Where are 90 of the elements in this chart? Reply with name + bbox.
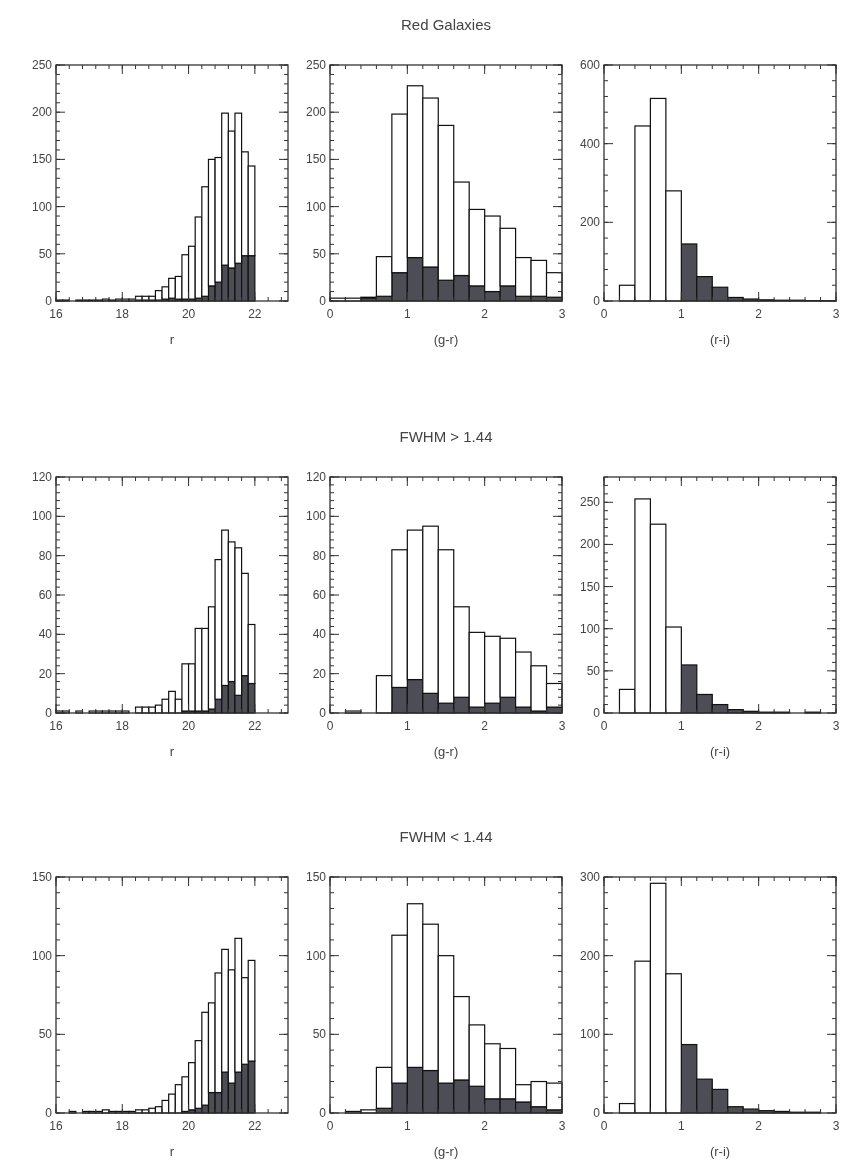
y-tick-label: 50	[312, 1027, 327, 1042]
y-tick-label: 0	[593, 294, 601, 308]
y-tick-label: 100	[305, 509, 327, 524]
y-tick-label: 20	[38, 666, 53, 681]
x-tick-label: 22	[248, 307, 262, 321]
y-tick-label: 300	[579, 870, 601, 884]
y-tick-label: 0	[45, 294, 53, 308]
chart-title: Red Galaxies	[400, 16, 492, 33]
y-tick-label: 40	[38, 627, 53, 642]
y-tick-label: 50	[586, 663, 601, 678]
y-tick-label: 150	[579, 579, 601, 594]
y-tick-label: 150	[31, 152, 53, 167]
y-tick-label: 400	[579, 136, 601, 151]
x-tick-label: 3	[832, 719, 840, 733]
x-axis-title: r	[169, 1144, 175, 1159]
x-tick-label: 3	[832, 1119, 840, 1133]
y-tick-label: 150	[305, 870, 327, 884]
y-tick-label: 100	[31, 948, 53, 963]
y-tick-label: 50	[38, 1027, 53, 1042]
y-tick-label: 250	[579, 495, 601, 510]
x-axis-title: (r-i)	[709, 744, 731, 759]
y-tick-label: 100	[31, 199, 53, 214]
x-axis-title: (g-r)	[433, 744, 459, 759]
y-tick-label: 250	[305, 58, 327, 72]
x-tick-label: 20	[181, 307, 196, 321]
chart-title: FWHM < 1.44	[399, 828, 493, 845]
x-tick-label: 20	[181, 1119, 196, 1133]
x-tick-label: 1	[403, 719, 411, 733]
y-tick-label: 0	[319, 294, 327, 308]
y-tick-label: 60	[38, 588, 53, 602]
y-tick-label: 100	[305, 948, 327, 963]
y-tick-label: 50	[38, 246, 53, 261]
y-tick-label: 40	[312, 627, 327, 642]
x-tick-label: 1	[403, 307, 411, 321]
y-tick-label: 0	[319, 1106, 327, 1120]
y-tick-label: 0	[45, 706, 53, 720]
x-axis-title: r	[169, 744, 175, 759]
y-tick-label: 50	[312, 246, 327, 261]
x-tick-label: 20	[181, 719, 196, 733]
x-tick-label: 3	[558, 719, 566, 733]
x-tick-label: 2	[755, 307, 763, 321]
x-axis-title: (r-i)	[709, 1144, 731, 1159]
y-tick-label: 60	[312, 588, 327, 602]
y-tick-label: 0	[45, 1106, 53, 1120]
x-tick-label: 18	[115, 1119, 130, 1133]
y-tick-label: 100	[305, 199, 327, 214]
y-tick-label: 150	[305, 152, 327, 167]
x-axis-title: r	[169, 332, 175, 347]
x-tick-label: 1	[677, 719, 685, 733]
x-tick-label: 2	[481, 307, 489, 321]
x-tick-label: 16	[49, 307, 63, 321]
x-tick-label: 3	[558, 307, 566, 321]
y-tick-label: 100	[579, 621, 601, 636]
x-tick-label: 18	[115, 307, 130, 321]
x-tick-label: 22	[248, 1119, 262, 1133]
y-tick-label: 100	[31, 509, 53, 524]
y-tick-label: 120	[31, 470, 53, 484]
y-tick-label: 600	[579, 58, 601, 72]
x-tick-label: 2	[755, 1119, 763, 1133]
y-tick-label: 200	[579, 215, 601, 230]
y-tick-label: 80	[38, 548, 53, 563]
y-tick-label: 200	[305, 105, 327, 120]
y-tick-label: 0	[319, 706, 327, 720]
y-tick-label: 100	[579, 1027, 601, 1042]
x-axis-title: (r-i)	[709, 332, 731, 347]
y-tick-label: 200	[31, 105, 53, 120]
x-tick-label: 16	[49, 1119, 63, 1133]
x-axis-title: (g-r)	[433, 332, 459, 347]
x-tick-label: 1	[677, 307, 685, 321]
y-tick-label: 250	[31, 58, 53, 72]
y-tick-label: 150	[31, 870, 53, 884]
x-tick-label: 2	[755, 719, 763, 733]
y-tick-label: 0	[593, 1106, 601, 1120]
y-tick-label: 0	[593, 706, 601, 720]
x-tick-label: 3	[832, 307, 840, 321]
x-tick-label: 16	[49, 719, 63, 733]
y-tick-label: 20	[312, 666, 327, 681]
x-tick-label: 18	[115, 719, 130, 733]
y-tick-label: 120	[305, 470, 327, 484]
y-tick-label: 200	[579, 537, 601, 552]
x-axis-title: (g-r)	[433, 1144, 459, 1159]
y-tick-label: 200	[579, 948, 601, 963]
x-tick-label: 1	[403, 1119, 411, 1133]
x-tick-label: 22	[248, 719, 262, 733]
chart-title: FWHM > 1.44	[399, 428, 493, 445]
x-tick-label: 3	[558, 1119, 566, 1133]
x-tick-label: 2	[481, 1119, 489, 1133]
x-tick-label: 1	[677, 1119, 685, 1133]
y-tick-label: 80	[312, 548, 327, 563]
x-tick-label: 2	[481, 719, 489, 733]
